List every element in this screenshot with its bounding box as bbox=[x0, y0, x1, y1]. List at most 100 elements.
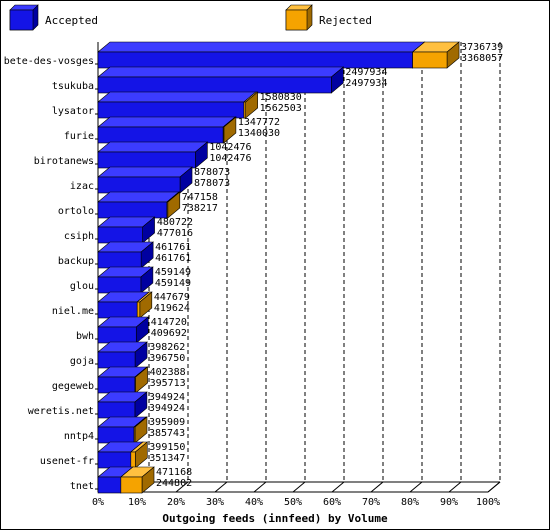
floor-tick-4 bbox=[253, 481, 267, 493]
bar-accepted-0 bbox=[97, 41, 426, 69]
category-label: tsukuba bbox=[52, 81, 94, 92]
x-tick-label: 60% bbox=[323, 497, 341, 508]
bar-accepted-6 bbox=[97, 191, 180, 219]
bar-rejected-0 bbox=[411, 41, 460, 69]
floor-tick-10 bbox=[487, 481, 501, 493]
bar-rejected-17 bbox=[120, 466, 155, 494]
bar-accepted-5 bbox=[97, 166, 193, 194]
bar-accepted-4 bbox=[97, 141, 209, 169]
total-value-label: 398262 bbox=[149, 342, 185, 353]
total-value-label: 747158 bbox=[182, 192, 218, 203]
accepted-value-label: 1042476 bbox=[209, 153, 251, 164]
accepted-value-label: 2497934 bbox=[345, 78, 387, 89]
accepted-value-label: 396750 bbox=[149, 353, 185, 364]
category-label: goja bbox=[70, 356, 94, 367]
x-tick-label: 40% bbox=[245, 497, 263, 508]
x-tick-label: 10% bbox=[128, 497, 146, 508]
x-tick-label: 30% bbox=[206, 497, 224, 508]
bar-rejected-13 bbox=[134, 366, 149, 394]
floor-tick-5 bbox=[292, 481, 306, 493]
category-label: bwh bbox=[76, 331, 94, 342]
accepted-value-label: 738217 bbox=[182, 203, 218, 214]
total-value-label: 1580830 bbox=[260, 92, 302, 103]
bars bbox=[97, 41, 460, 494]
category-label: niel.me bbox=[52, 306, 94, 317]
bar-accepted-12 bbox=[97, 341, 148, 369]
x-tick-label: 0% bbox=[92, 497, 104, 508]
floor-tick-6 bbox=[331, 481, 345, 493]
total-value-label: 414720 bbox=[151, 317, 187, 328]
total-value-label: 402388 bbox=[150, 367, 186, 378]
accepted-value-label: 1562503 bbox=[260, 103, 302, 114]
x-axis-title: Outgoing feeds (innfeed) by Volume bbox=[162, 512, 388, 525]
legend-label-accepted: Accepted bbox=[45, 14, 98, 27]
category-label: backup bbox=[58, 256, 94, 267]
total-value-label: 394924 bbox=[149, 392, 185, 403]
floor-tick-3 bbox=[214, 481, 228, 493]
total-value-label: 3736739 bbox=[461, 42, 503, 53]
floor-tick-8 bbox=[409, 481, 423, 493]
labels: 0% 10% 20% 30% 40% 50% 60% 70% 80% 90% 100% bete-de… bbox=[4, 42, 504, 508]
total-value-label: 395909 bbox=[149, 417, 185, 428]
total-value-label: 461761 bbox=[155, 242, 191, 253]
category-label: usenet-fr bbox=[40, 456, 94, 467]
total-value-label: 459149 bbox=[155, 267, 191, 278]
accepted-value-label: 461761 bbox=[155, 253, 191, 264]
category-label: furie bbox=[64, 131, 94, 142]
category-label: nntp4 bbox=[64, 431, 94, 442]
bar-accepted-11 bbox=[97, 316, 150, 344]
accepted-value-label: 409692 bbox=[151, 328, 187, 339]
bar-accepted-1 bbox=[97, 66, 345, 94]
x-tick-label: 80% bbox=[401, 497, 419, 508]
total-value-label: 1347772 bbox=[238, 117, 280, 128]
category-label: csiph bbox=[64, 231, 94, 242]
bar-rejected-6 bbox=[166, 191, 181, 219]
x-tick-label: 70% bbox=[362, 497, 380, 508]
accepted-value-label: 419624 bbox=[154, 303, 190, 314]
x-tick-label: 90% bbox=[440, 497, 458, 508]
accepted-value-label: 1340030 bbox=[238, 128, 280, 139]
accepted-value-label: 394924 bbox=[149, 403, 185, 414]
accepted-value-label: 351347 bbox=[149, 453, 185, 464]
bar-rejected-10 bbox=[136, 291, 153, 319]
bar-rejected-2 bbox=[243, 91, 259, 119]
category-label: glou bbox=[70, 281, 94, 292]
total-value-label: 399150 bbox=[149, 442, 185, 453]
total-value-label: 480722 bbox=[157, 217, 193, 228]
legend: Accepted Rejected bbox=[9, 4, 372, 31]
accepted-value-label: 3368057 bbox=[461, 53, 503, 64]
legend-swatch-accepted bbox=[9, 4, 39, 31]
floor-tick-7 bbox=[370, 481, 384, 493]
category-label: tnet bbox=[70, 481, 94, 492]
bar-accepted-14 bbox=[97, 391, 148, 419]
bar-accepted-9 bbox=[97, 266, 154, 294]
floor-tick-9 bbox=[448, 481, 462, 493]
category-label: birotanews bbox=[34, 156, 94, 167]
x-tick-label: 100% bbox=[476, 497, 500, 508]
total-value-label: 1042476 bbox=[209, 142, 251, 153]
bar-accepted-8 bbox=[97, 241, 154, 269]
total-value-label: 2497934 bbox=[345, 67, 387, 78]
category-label: izac bbox=[70, 181, 94, 192]
accepted-value-label: 477016 bbox=[157, 228, 193, 239]
bar-accepted-7 bbox=[97, 216, 156, 244]
bar-rejected-16 bbox=[129, 441, 149, 469]
total-value-label: 447679 bbox=[154, 292, 190, 303]
x-tick-label: 20% bbox=[167, 497, 185, 508]
category-label: lysator bbox=[52, 106, 94, 117]
legend-label-rejected: Rejected bbox=[319, 14, 372, 27]
category-label: ortolo bbox=[58, 206, 94, 217]
bar-accepted-2 bbox=[97, 91, 257, 119]
accepted-value-label: 878073 bbox=[194, 178, 230, 189]
accepted-value-label: 244802 bbox=[156, 478, 192, 489]
bar-accepted-3 bbox=[97, 116, 237, 144]
total-value-label: 471168 bbox=[156, 467, 192, 478]
total-value-label: 878073 bbox=[194, 167, 230, 178]
bar-rejected-3 bbox=[222, 116, 237, 144]
accepted-value-label: 459149 bbox=[155, 278, 191, 289]
floor-tick-2 bbox=[175, 481, 189, 493]
accepted-value-label: 385743 bbox=[149, 428, 185, 439]
legend-swatch-rejected bbox=[285, 4, 313, 31]
category-label: weretis.net bbox=[28, 406, 94, 417]
